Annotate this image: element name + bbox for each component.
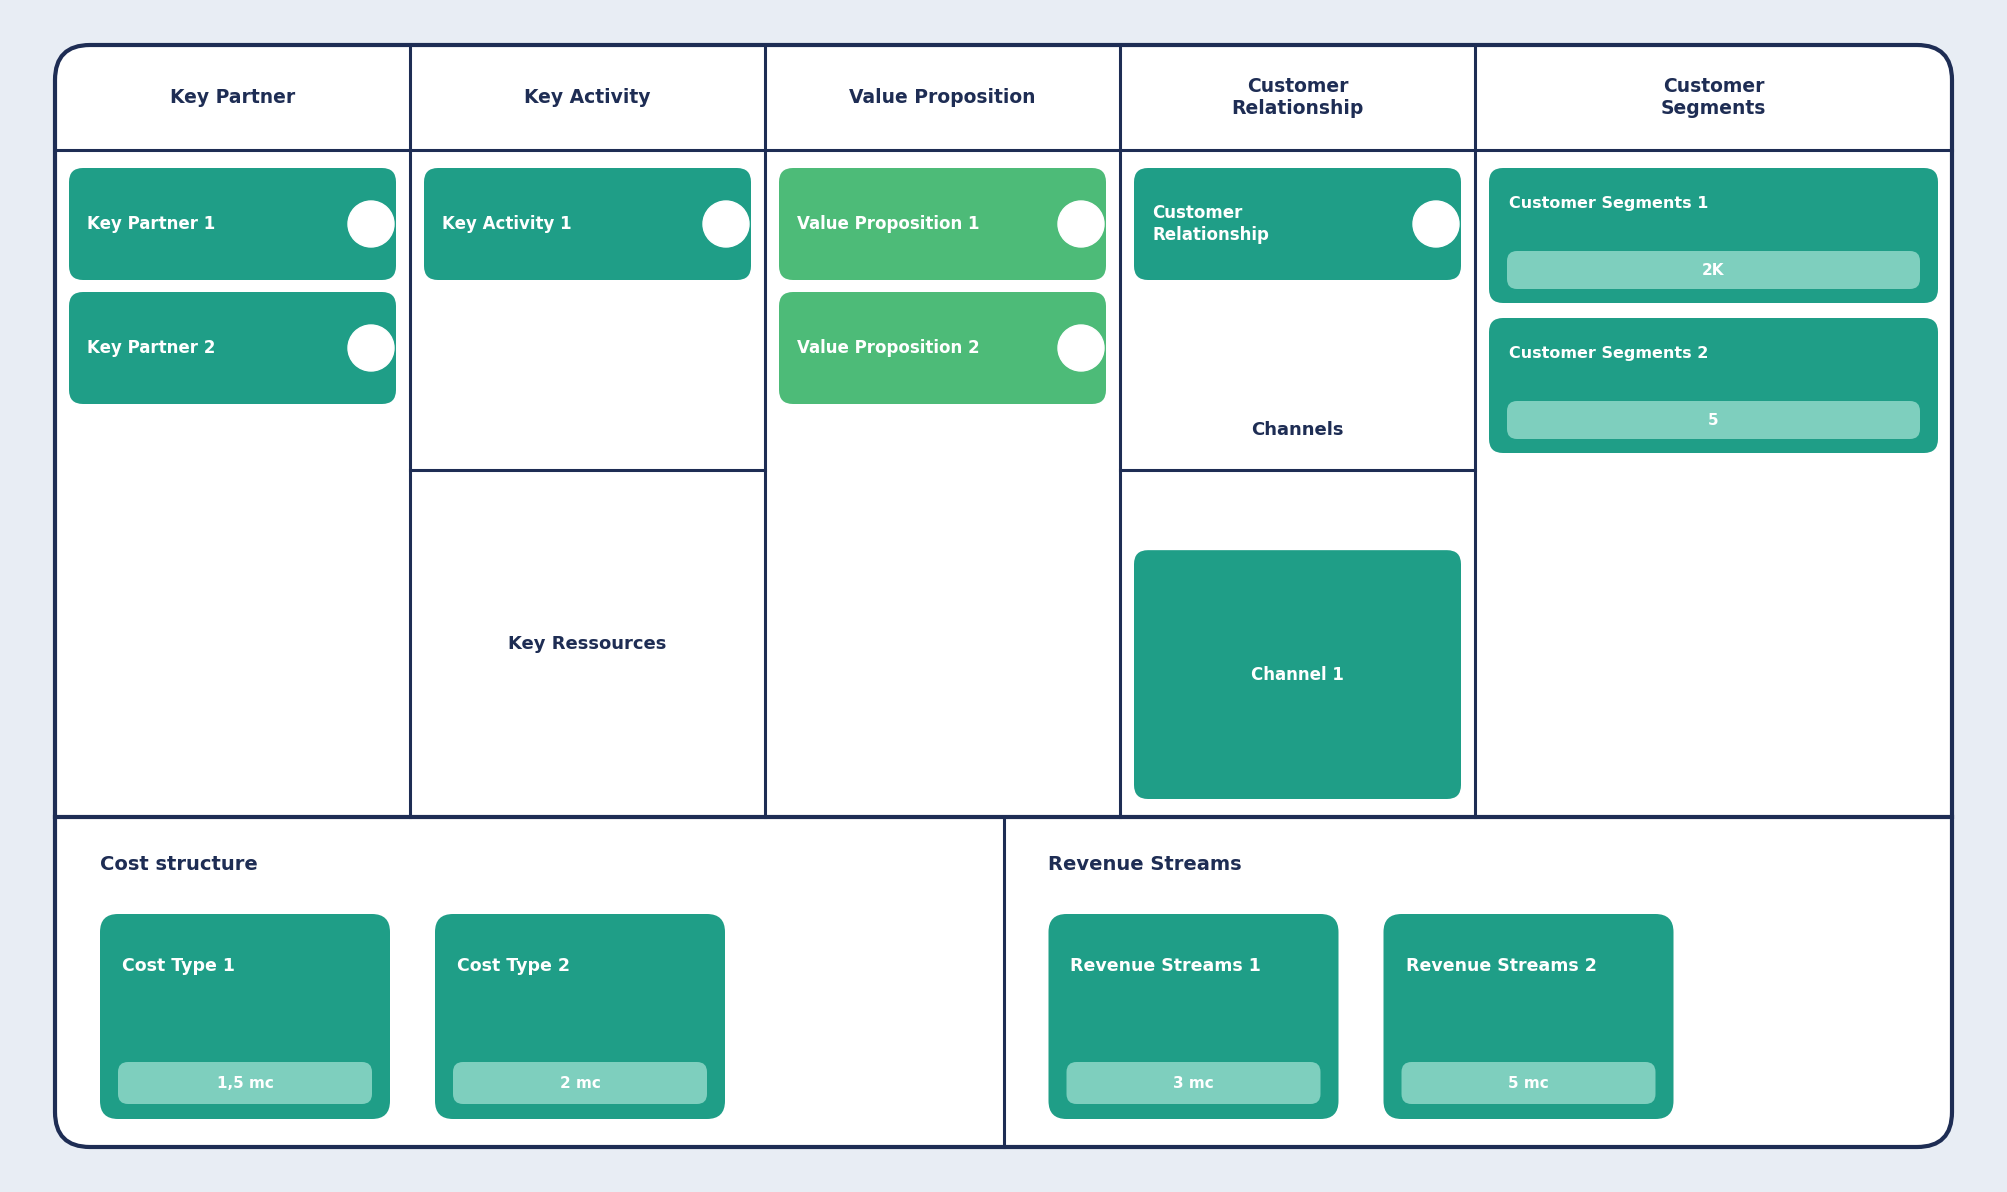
- FancyBboxPatch shape: [1134, 168, 1461, 280]
- Text: Channels: Channels: [1250, 421, 1345, 439]
- Circle shape: [702, 201, 749, 247]
- FancyBboxPatch shape: [779, 292, 1106, 404]
- Text: Customer
Relationship: Customer Relationship: [1232, 76, 1363, 118]
- Text: Value Proposition 1: Value Proposition 1: [797, 215, 979, 232]
- Text: Channel 1: Channel 1: [1250, 665, 1345, 683]
- FancyBboxPatch shape: [100, 914, 389, 1119]
- Text: 2K: 2K: [1702, 262, 1724, 278]
- FancyBboxPatch shape: [1489, 168, 1939, 303]
- FancyBboxPatch shape: [423, 168, 751, 280]
- FancyBboxPatch shape: [118, 1062, 371, 1104]
- Text: Key Partner 2: Key Partner 2: [86, 339, 215, 356]
- FancyBboxPatch shape: [454, 1062, 706, 1104]
- Text: Key Activity 1: Key Activity 1: [442, 215, 572, 232]
- Text: Revenue Streams 2: Revenue Streams 2: [1405, 957, 1596, 975]
- FancyBboxPatch shape: [1507, 401, 1921, 439]
- Text: Key Ressources: Key Ressources: [508, 634, 666, 652]
- FancyBboxPatch shape: [779, 168, 1106, 280]
- Text: 5 mc: 5 mc: [1507, 1075, 1549, 1091]
- Circle shape: [1058, 325, 1104, 371]
- Text: Cost Type 1: Cost Type 1: [122, 957, 235, 975]
- FancyBboxPatch shape: [1401, 1062, 1656, 1104]
- FancyBboxPatch shape: [1383, 914, 1674, 1119]
- FancyBboxPatch shape: [1134, 551, 1461, 799]
- Text: Key Activity: Key Activity: [524, 88, 650, 107]
- FancyBboxPatch shape: [54, 45, 1953, 1147]
- Circle shape: [347, 325, 393, 371]
- FancyBboxPatch shape: [68, 292, 395, 404]
- FancyBboxPatch shape: [1048, 914, 1339, 1119]
- Text: Key Partner 1: Key Partner 1: [86, 215, 215, 232]
- Text: Value Proposition: Value Proposition: [849, 88, 1036, 107]
- Text: 1,5 mc: 1,5 mc: [217, 1075, 273, 1091]
- Text: 5: 5: [1708, 412, 1718, 428]
- FancyBboxPatch shape: [68, 168, 395, 280]
- Text: Revenue Streams: Revenue Streams: [1048, 856, 1242, 875]
- FancyBboxPatch shape: [1489, 318, 1939, 453]
- FancyBboxPatch shape: [436, 914, 725, 1119]
- Text: Customer
Segments: Customer Segments: [1662, 76, 1766, 118]
- Circle shape: [1058, 201, 1104, 247]
- FancyBboxPatch shape: [1507, 252, 1921, 288]
- Text: Cost Type 2: Cost Type 2: [458, 957, 570, 975]
- Circle shape: [1413, 201, 1459, 247]
- Text: Cost structure: Cost structure: [100, 856, 257, 875]
- Text: Key Partner: Key Partner: [171, 88, 295, 107]
- Text: Customer
Relationship: Customer Relationship: [1152, 204, 1268, 243]
- Text: Customer Segments 2: Customer Segments 2: [1509, 346, 1708, 360]
- Circle shape: [347, 201, 393, 247]
- Text: 2 mc: 2 mc: [560, 1075, 600, 1091]
- Text: Revenue Streams 1: Revenue Streams 1: [1070, 957, 1260, 975]
- Text: Customer Segments 1: Customer Segments 1: [1509, 195, 1708, 211]
- FancyBboxPatch shape: [1066, 1062, 1321, 1104]
- Text: Value Proposition 2: Value Proposition 2: [797, 339, 979, 356]
- Text: 3 mc: 3 mc: [1174, 1075, 1214, 1091]
